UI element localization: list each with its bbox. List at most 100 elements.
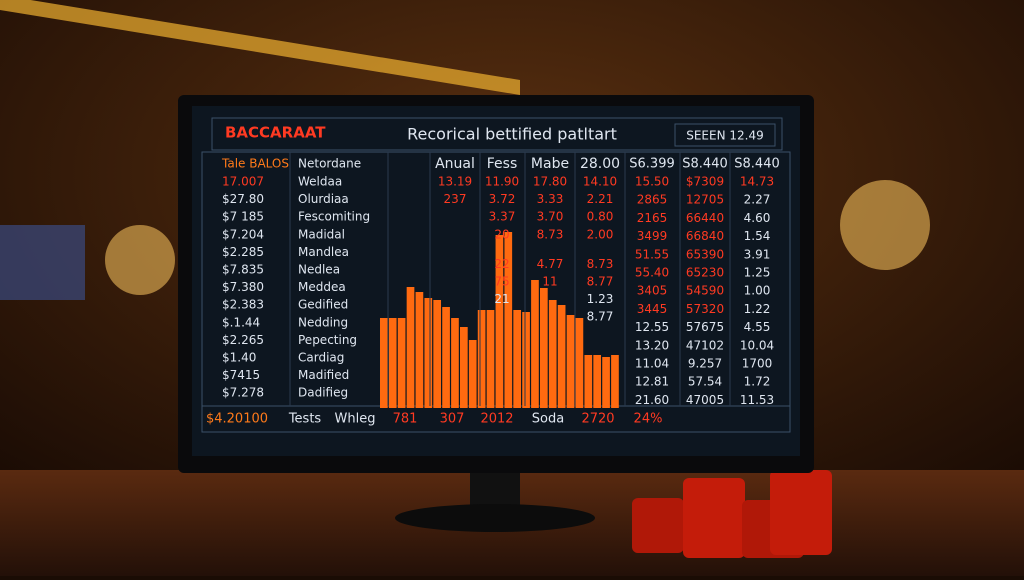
column-header: S8.440 <box>734 157 779 172</box>
column-header: 28.00 <box>580 156 620 172</box>
cell: 15.50 <box>635 175 669 189</box>
lamp <box>840 180 930 270</box>
header-box <box>211 117 783 151</box>
cell: Madidal <box>298 227 345 241</box>
cell: 2.21 <box>587 192 614 206</box>
cell: 17.007 <box>222 175 264 189</box>
footer-cell: 2720 <box>581 412 614 427</box>
bar <box>442 307 450 408</box>
cell: 12.55 <box>635 320 669 334</box>
cell: 75 <box>494 275 509 289</box>
cell: 65390 <box>686 247 724 261</box>
bar <box>548 300 557 408</box>
bar <box>593 355 602 408</box>
cell: 55.40 <box>635 266 669 280</box>
cell: Madified <box>298 368 349 382</box>
cell: 54590 <box>686 284 724 298</box>
cell: 1.25 <box>744 266 771 280</box>
bar <box>540 288 548 408</box>
cell: 2865 <box>637 193 668 207</box>
bar <box>468 340 477 408</box>
cell: Dadifieg <box>298 386 348 400</box>
cell: 1.54 <box>744 229 771 243</box>
cell: 2.00 <box>587 227 614 241</box>
bar <box>557 305 566 408</box>
cell: 21 <box>494 292 509 306</box>
bar <box>388 318 397 408</box>
bar <box>415 292 424 408</box>
lamp <box>105 225 175 295</box>
cell: 13.20 <box>635 338 669 352</box>
cell: 1.23 <box>587 292 614 306</box>
bar <box>477 310 486 408</box>
column-header: S8.440 <box>682 157 727 172</box>
column-header: Anual <box>435 156 475 172</box>
table-content: Tale BALOS Netordane 17.007 Weldaa $27.80 Olu… <box>206 152 780 427</box>
cell: 4.60 <box>744 211 771 225</box>
cell: $2.285 <box>222 245 264 259</box>
cell: $7309 <box>686 175 724 189</box>
bar <box>451 318 459 408</box>
bar <box>531 280 539 408</box>
footer-cell: 781 <box>393 412 418 427</box>
cell: 13.19 <box>438 175 472 189</box>
cell: 4.55 <box>744 320 771 334</box>
cell: 65230 <box>686 266 724 280</box>
footer-cell: 307 <box>440 412 465 427</box>
cell: 14.10 <box>583 175 617 189</box>
title: Recorical bettified patltart <box>407 125 617 144</box>
cell: 12705 <box>686 193 724 207</box>
cell: $27.80 <box>222 192 264 206</box>
bar <box>513 310 522 408</box>
footer-cell: 2012 <box>480 412 513 427</box>
cell: $7.204 <box>222 227 264 241</box>
column-header: Tale BALOS <box>221 157 289 171</box>
cell: 12.81 <box>635 375 669 389</box>
cell: Cardiag <box>298 351 344 365</box>
column-header: Netordane <box>298 157 361 171</box>
cell: Nedding <box>298 315 348 329</box>
cell: 11.04 <box>635 357 669 371</box>
cell: 2165 <box>637 211 668 225</box>
cell: 8.73 <box>537 227 564 241</box>
bar <box>504 232 513 408</box>
cell: 66840 <box>686 229 724 243</box>
bar <box>460 327 468 408</box>
footer-cell: $4.20100 <box>206 412 268 427</box>
cell: 11 <box>542 275 557 289</box>
cell: 3.70 <box>537 210 564 224</box>
cell: 9.257 <box>688 357 722 371</box>
column-header: Mabe <box>531 156 569 172</box>
cell: $2.265 <box>222 333 264 347</box>
ceiling-light <box>0 0 520 95</box>
cell: 3.37 <box>489 210 516 224</box>
cell: 3.33 <box>537 192 564 206</box>
bar <box>611 355 619 408</box>
cell: 17.80 <box>533 175 567 189</box>
cell: 8.77 <box>587 310 614 324</box>
cell: 3.91 <box>744 247 771 261</box>
chips <box>632 470 832 558</box>
cell: 1.00 <box>744 284 771 298</box>
cell: Mandlea <box>298 245 349 259</box>
cell: 11.53 <box>740 393 774 407</box>
cell: 47005 <box>686 393 724 407</box>
cell: 8.73 <box>587 257 614 271</box>
cell: 3.72 <box>489 192 516 206</box>
cell: $2.383 <box>222 298 264 312</box>
cell: Olurdiaa <box>298 192 349 206</box>
bar <box>406 287 415 408</box>
cell: Gedified <box>298 298 348 312</box>
cell: Nedlea <box>298 263 340 277</box>
cell: 57.54 <box>688 375 722 389</box>
bar <box>584 355 593 408</box>
bar <box>486 310 495 408</box>
cell: 20 <box>494 227 509 241</box>
footer-cell: Whleg <box>335 412 376 427</box>
cell: 237 <box>444 192 467 206</box>
cell: Pepecting <box>298 333 357 347</box>
bar <box>380 318 388 408</box>
status: SEEEN 12.49 <box>686 129 764 143</box>
bar <box>602 357 610 408</box>
